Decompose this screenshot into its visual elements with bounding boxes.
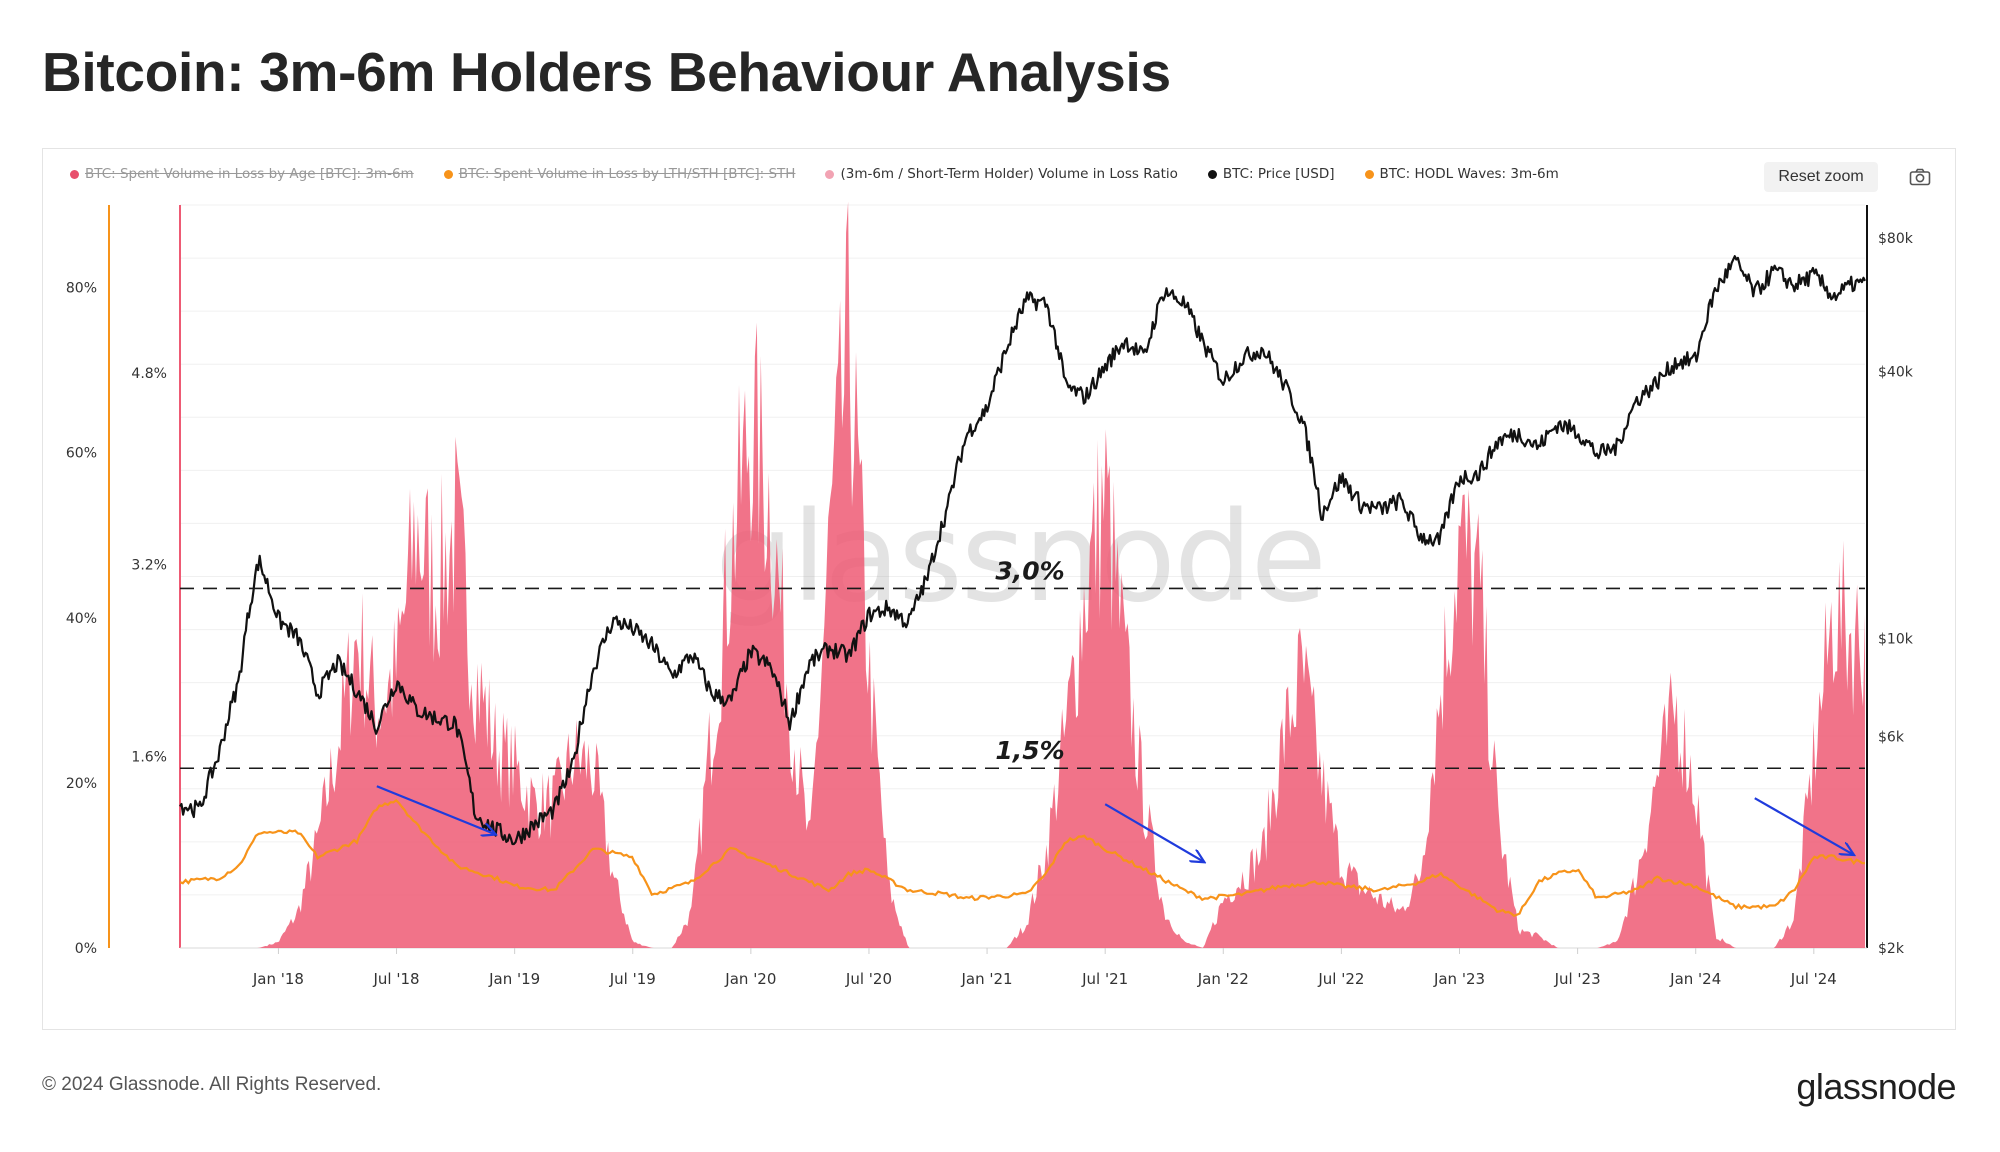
- x-axis-tick-label: Jan '24: [1669, 970, 1721, 988]
- ratio-axis-tick-label: 3.2%: [131, 558, 167, 574]
- volume-loss-ratio-area: [180, 201, 1865, 949]
- legend-label: (3m-6m / Short-Term Holder) Volume in Lo…: [840, 166, 1178, 182]
- copyright-text: © 2024 Glassnode. All Rights Reserved.: [42, 1074, 382, 1095]
- legend-marker: [443, 169, 453, 179]
- x-axis-tick-label: Jan '19: [488, 970, 540, 988]
- x-axis-tick-label: Jan '20: [724, 970, 776, 988]
- legend-label: BTC: Spent Volume in Loss by LTH/STH [BT…: [458, 166, 796, 182]
- x-axis-tick-label: Jan '21: [961, 970, 1013, 988]
- price-axis-tick-label: $80k: [1878, 231, 1914, 247]
- x-axis-tick-label: Jul '20: [845, 970, 892, 988]
- legend-label: BTC: Spent Volume in Loss by Age [BTC]: …: [85, 166, 414, 182]
- page-title: Bitcoin: 3m-6m Holders Behaviour Analysi…: [42, 41, 1171, 103]
- legend-item-volume-loss-ratio[interactable]: (3m-6m / Short-Term Holder) Volume in Lo…: [825, 166, 1178, 182]
- hodl-axis-tick-label: 20%: [66, 776, 97, 792]
- legend-marker: [1207, 169, 1217, 179]
- x-axis-tick-label: Jan '18: [252, 970, 304, 988]
- x-axis-tick-label: Jul '19: [609, 970, 656, 988]
- chart-legend: BTC: Spent Volume in Loss by Age [BTC]: …: [70, 163, 1559, 185]
- x-axis-tick-label: Jul '23: [1554, 970, 1601, 988]
- legend-label: BTC: Price [USD]: [1222, 166, 1335, 182]
- legend-item-btc-price[interactable]: BTC: Price [USD]: [1207, 166, 1335, 182]
- annotation-arrow: [1104, 803, 1203, 862]
- ratio-axis-tick-label: 1.6%: [131, 749, 167, 765]
- legend-item-spent-volume-sth[interactable]: BTC: Spent Volume in Loss by LTH/STH [BT…: [443, 166, 796, 182]
- legend-marker: [1364, 169, 1374, 179]
- glassnode-logo: glassnode: [1796, 1066, 1956, 1107]
- ratio-axis-tick-label: 4.8%: [131, 366, 167, 382]
- reference-label: 1,5%: [995, 736, 1064, 765]
- x-axis-tick-label: Jan '23: [1433, 970, 1485, 988]
- x-axis-tick-label: Jul '18: [372, 970, 419, 988]
- reference-label: 3,0%: [995, 556, 1064, 585]
- price-axis-tick-label: $6k: [1878, 730, 1905, 746]
- x-axis-tick-label: Jul '21: [1081, 970, 1128, 988]
- legend-marker: [70, 169, 79, 179]
- price-axis-tick-label: $10k: [1878, 631, 1914, 647]
- legend-label: BTC: HODL Waves: 3m-6m: [1379, 166, 1559, 182]
- hodl-axis-tick-label: 60%: [66, 446, 97, 462]
- camera-icon[interactable]: [1906, 164, 1934, 190]
- hodl-axis-tick-label: 80%: [66, 281, 97, 297]
- annotation-arrow: [376, 785, 495, 834]
- legend-item-hodl-waves[interactable]: BTC: HODL Waves: 3m-6m: [1364, 166, 1559, 182]
- legend-item-spent-volume-3m-6m[interactable]: BTC: Spent Volume in Loss by Age [BTC]: …: [70, 166, 414, 182]
- annotation-arrow: [1754, 797, 1853, 854]
- price-axis-tick-label: $2k: [1878, 941, 1905, 957]
- btc-price-line: [179, 255, 1866, 846]
- hodl-waves-line: [179, 798, 1866, 918]
- price-axis-tick-label: $40k: [1878, 364, 1914, 380]
- hodl-axis-tick-label: 40%: [66, 611, 97, 627]
- legend-marker: [825, 169, 835, 179]
- hodl-axis-tick-label: 0%: [75, 941, 97, 957]
- x-axis-tick-label: Jul '24: [1790, 970, 1837, 988]
- reset-zoom-button[interactable]: Reset zoom: [1764, 162, 1878, 192]
- watermark-text: glassnode: [715, 486, 1325, 630]
- x-axis-tick-label: Jan '22: [1197, 970, 1249, 988]
- x-axis-tick-label: Jul '22: [1317, 970, 1364, 988]
